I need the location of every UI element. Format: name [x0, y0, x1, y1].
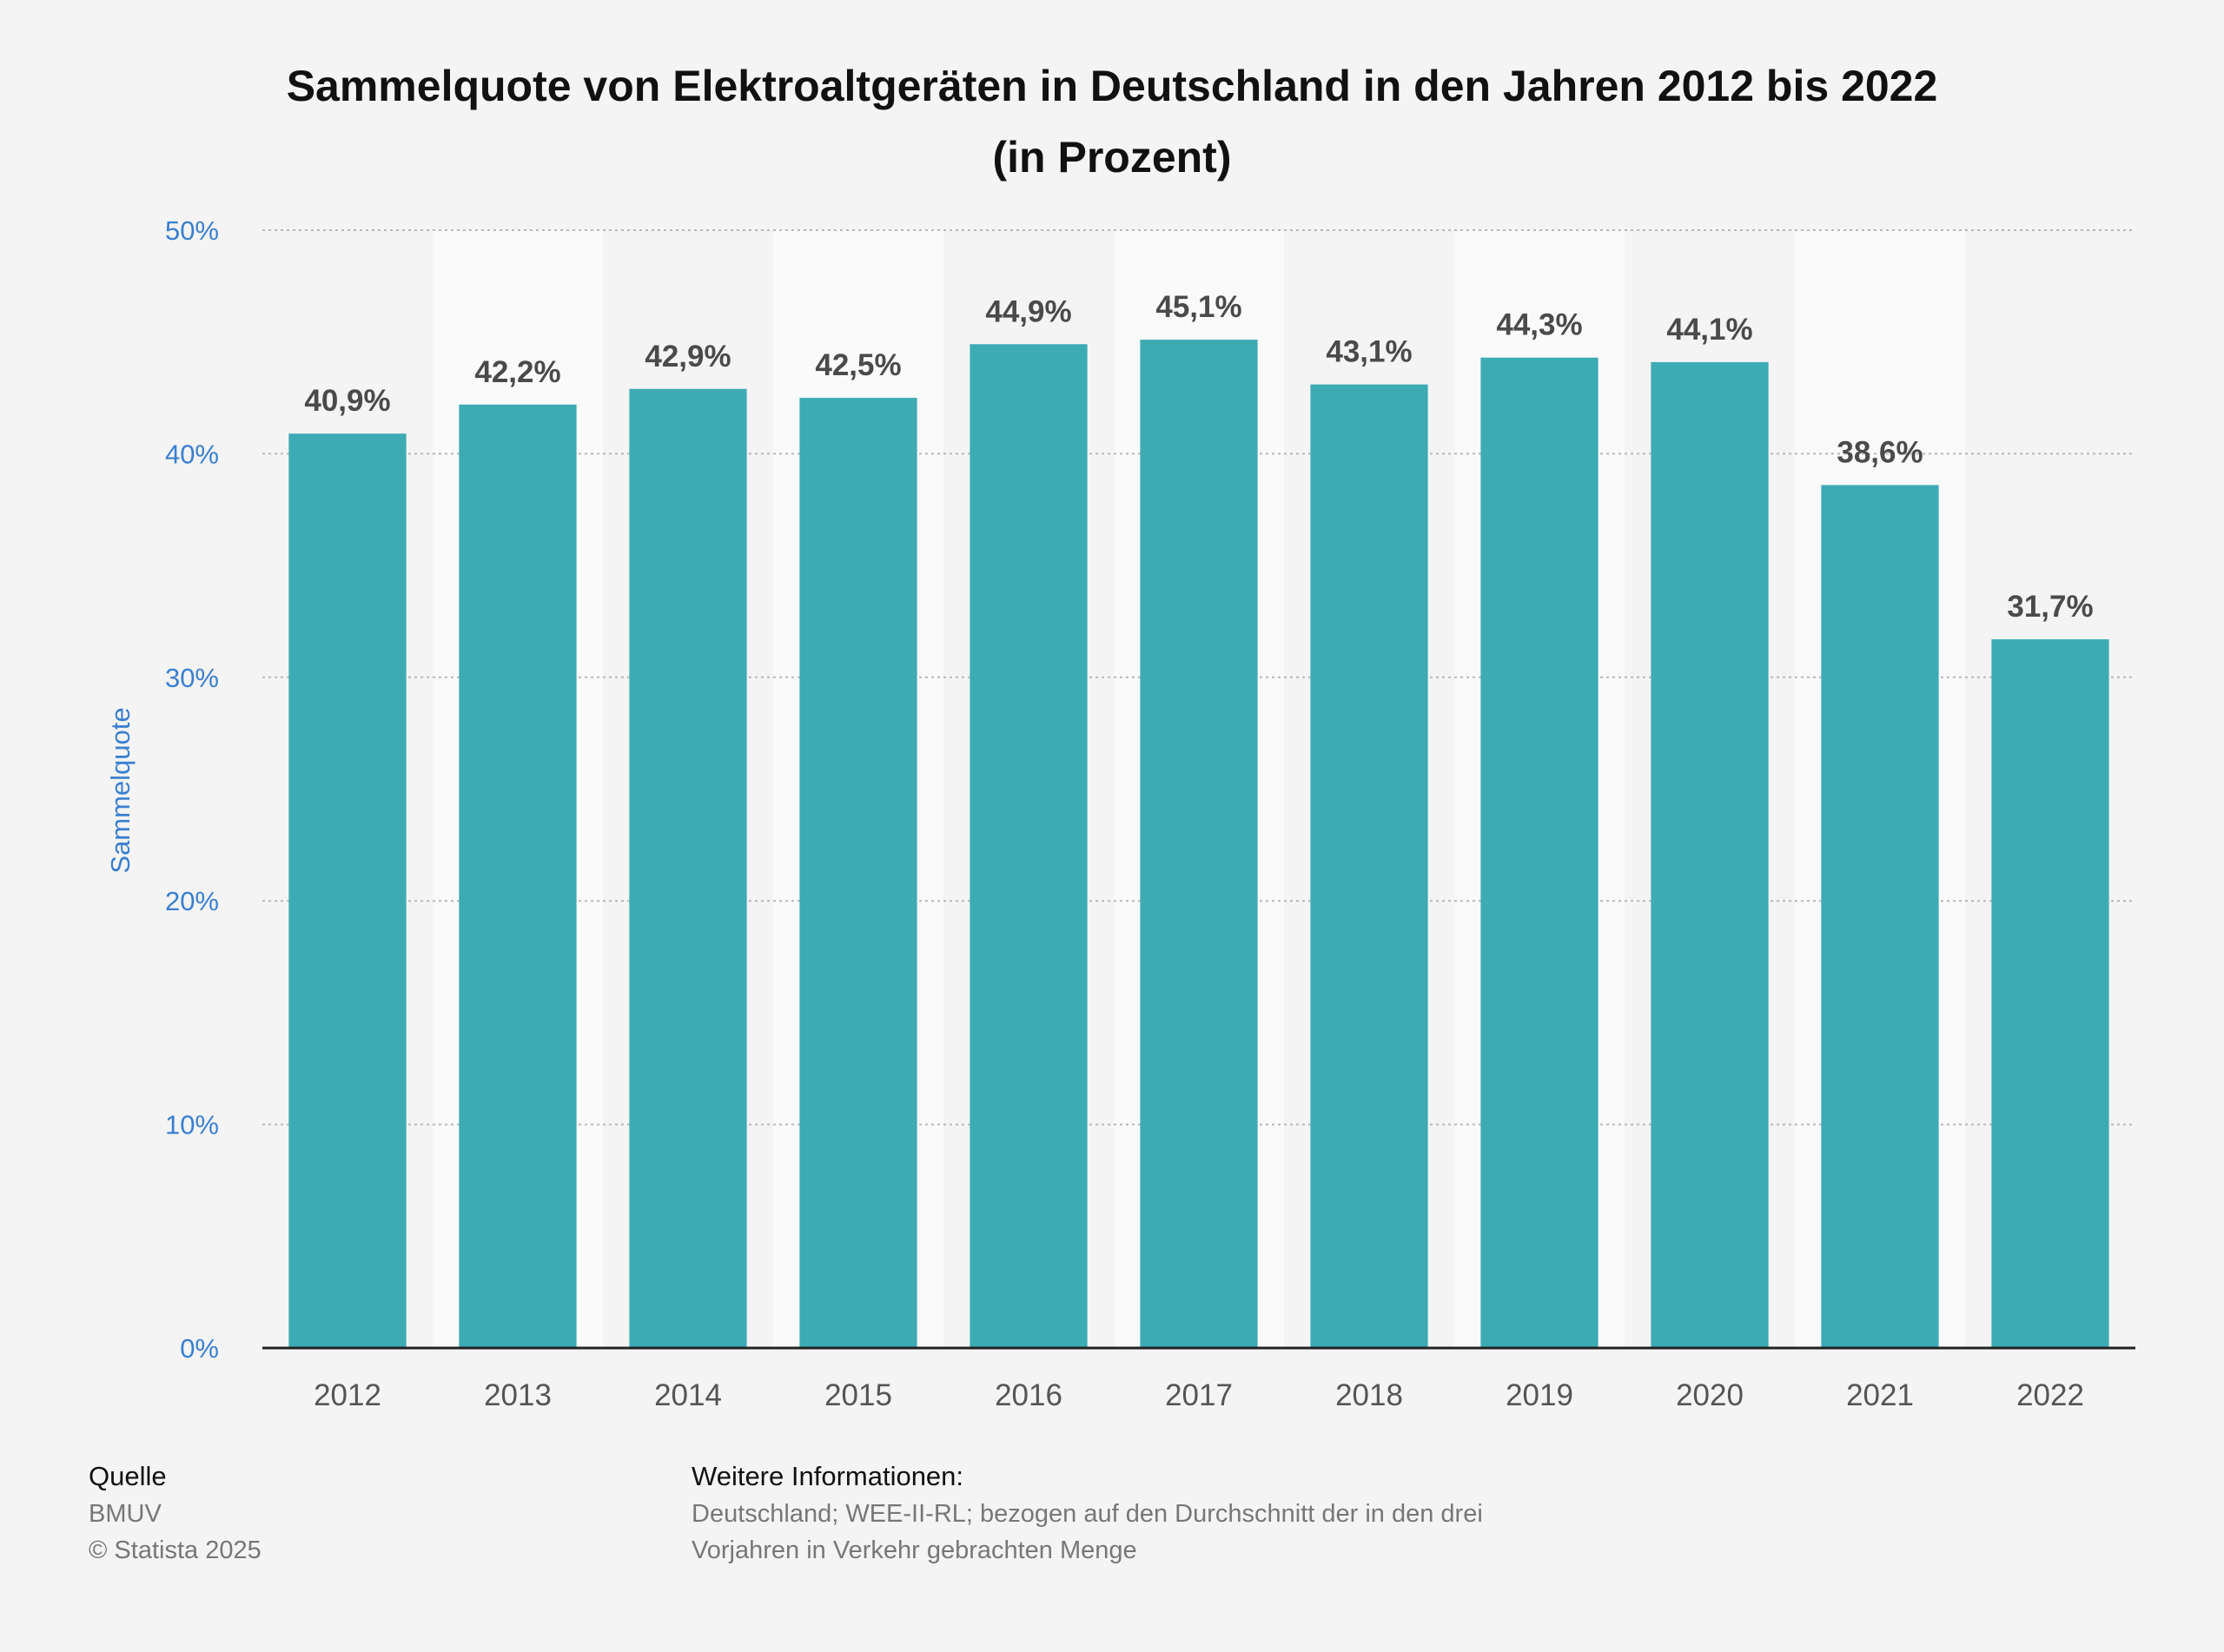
- y-tick-label: 0%: [180, 1333, 219, 1364]
- info-section: Weitere Informationen: Deutschland; WEE-…: [692, 1457, 1483, 1569]
- chart-title-line-1: Sammelquote von Elektroaltgeräten in Deu…: [286, 62, 1938, 110]
- data-label: 43,1%: [1326, 335, 1412, 369]
- bar: [1651, 361, 1769, 1349]
- x-tick-label: 2012: [314, 1378, 381, 1412]
- bars: [288, 340, 2109, 1349]
- y-tick-label: 20%: [165, 886, 219, 916]
- data-label: 45,1%: [1155, 290, 1241, 324]
- info-line-1: Deutschland; WEE-II-RL; bezogen auf den …: [692, 1500, 1483, 1528]
- data-label: 44,9%: [985, 294, 1071, 328]
- x-tick-label: 2013: [484, 1378, 552, 1412]
- info-heading: Weitere Informationen:: [692, 1461, 964, 1491]
- data-label: 44,1%: [1666, 313, 1752, 347]
- copyright: © Statista 2025: [89, 1536, 261, 1564]
- bar: [1991, 639, 2109, 1348]
- bar: [799, 398, 917, 1348]
- bar: [288, 433, 407, 1348]
- y-tick-label: 30%: [165, 663, 219, 693]
- data-label: 38,6%: [1837, 435, 1923, 469]
- bar-chart: 0% 10% 20% 30% 40% 50% 40,9% 42,2% 42,9% 42,5% 44…: [105, 215, 2135, 1412]
- y-tick-label: 50%: [165, 215, 219, 246]
- x-tick-label: 2018: [1335, 1378, 1403, 1412]
- y-axis-ticks: 0% 10% 20% 30% 40% 50%: [165, 215, 219, 1364]
- bar: [970, 344, 1088, 1349]
- data-label: 42,2%: [474, 355, 560, 389]
- bar: [1140, 340, 1258, 1349]
- data-label: 40,9%: [304, 384, 390, 418]
- data-label: 44,3%: [1496, 308, 1582, 342]
- chart-title: Sammelquote von Elektroaltgeräten in Deu…: [0, 50, 2224, 193]
- x-tick-label: 2020: [1676, 1378, 1744, 1412]
- source-name[interactable]: BMUV: [89, 1500, 162, 1528]
- bar: [1310, 384, 1428, 1349]
- bar: [459, 404, 577, 1349]
- bar: [1480, 357, 1598, 1348]
- source-section: Quelle BMUV © Statista 2025: [89, 1457, 261, 1569]
- x-tick-label: 2022: [2016, 1378, 2084, 1412]
- x-tick-label: 2017: [1165, 1378, 1233, 1412]
- data-label: 31,7%: [2007, 590, 2093, 624]
- x-tick-label: 2016: [995, 1378, 1062, 1412]
- x-tick-label: 2021: [1846, 1378, 1914, 1412]
- x-axis-ticks: 2012 2013 2014 2015 2016 2017 2018 2019 2020 2021…: [314, 1378, 2084, 1412]
- y-tick-label: 40%: [165, 439, 219, 469]
- data-label: 42,9%: [645, 340, 731, 373]
- info-line-2: Vorjahren in Verkehr gebrachten Menge: [692, 1536, 1137, 1564]
- x-tick-label: 2019: [1506, 1378, 1573, 1412]
- y-axis-label: Sammelquote: [105, 707, 136, 873]
- data-labels: 40,9% 42,2% 42,9% 42,5% 44,9% 45,1% 43,1% 44,3%…: [304, 290, 2093, 624]
- data-label: 42,5%: [815, 348, 901, 382]
- source-heading: Quelle: [89, 1461, 167, 1491]
- bar: [629, 388, 747, 1348]
- chart-title-line-2: (in Prozent): [992, 133, 1232, 182]
- x-tick-label: 2015: [824, 1378, 892, 1412]
- bar: [1821, 485, 1939, 1348]
- y-tick-label: 10%: [165, 1110, 219, 1140]
- x-tick-label: 2014: [654, 1378, 722, 1412]
